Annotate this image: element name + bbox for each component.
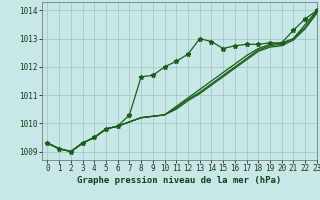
X-axis label: Graphe pression niveau de la mer (hPa): Graphe pression niveau de la mer (hPa) (77, 176, 281, 185)
